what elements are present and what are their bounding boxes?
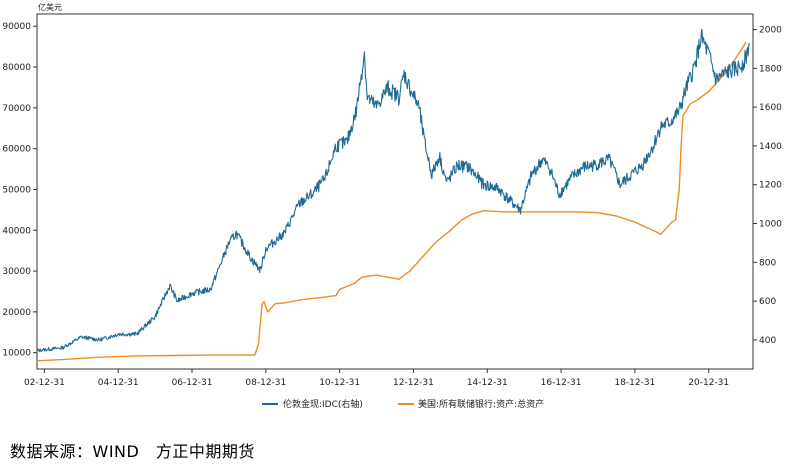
- x-tick-label: 04-12-31: [98, 378, 139, 388]
- x-tick-label: 16-12-31: [541, 378, 582, 388]
- x-tick-label: 10-12-31: [319, 378, 360, 388]
- x-tick-label: 18-12-31: [614, 378, 655, 388]
- right-tick-label: 1200: [759, 181, 782, 191]
- x-tick-label: 06-12-31: [172, 378, 213, 388]
- left-tick-label: 30000: [2, 267, 31, 277]
- right-axis: 400 600 800 1000 1200 1400 1600 1800 2000: [753, 26, 782, 346]
- right-tick-label: 1000: [759, 220, 782, 230]
- left-axis: 10000 20000 30000 40000 50000 60000 70000 80000…: [2, 22, 37, 359]
- legend-fed-label: 美国:所有联储银行:资产:总资产: [418, 398, 544, 410]
- right-tick-label: 600: [759, 297, 776, 307]
- fed-assets-line: [36, 42, 747, 362]
- x-axis: 02-12-31 04-12-31 06-12-31 08-12-31 10-12-31…: [24, 369, 729, 388]
- left-tick-label: 70000: [2, 104, 31, 114]
- y-unit-label: 亿美元: [38, 2, 62, 12]
- legend-gold-label: 伦敦金现:IDC(右轴): [283, 398, 363, 410]
- source-note: 数据来源：WIND 方正中期期货: [10, 442, 255, 461]
- chart-area: 亿美元 10000 20000 30000 40000 50000 60000 70000 8…: [2, 2, 782, 410]
- left-tick-label: 50000: [2, 185, 31, 195]
- x-tick-label: 08-12-31: [245, 378, 286, 388]
- right-tick-label: 1800: [759, 64, 782, 74]
- right-tick-label: 400: [759, 336, 776, 346]
- x-tick-label: 14-12-31: [467, 378, 508, 388]
- left-tick-label: 80000: [2, 63, 31, 73]
- right-tick-label: 2000: [759, 26, 782, 36]
- right-tick-label: 800: [759, 258, 776, 268]
- left-tick-label: 90000: [2, 22, 31, 32]
- left-tick-label: 60000: [2, 145, 31, 155]
- right-tick-label: 1600: [759, 103, 782, 113]
- series-layer: [36, 28, 750, 362]
- right-tick-label: 1400: [759, 142, 782, 152]
- gold-price-line: [36, 28, 750, 353]
- left-tick-label: 20000: [2, 308, 31, 318]
- x-tick-label: 02-12-31: [24, 378, 65, 388]
- left-tick-label: 40000: [2, 226, 31, 236]
- left-tick-label: 10000: [2, 349, 31, 359]
- plot-frame: [36, 13, 754, 370]
- x-tick-label: 12-12-31: [393, 378, 434, 388]
- x-tick-label: 20-12-31: [688, 378, 729, 388]
